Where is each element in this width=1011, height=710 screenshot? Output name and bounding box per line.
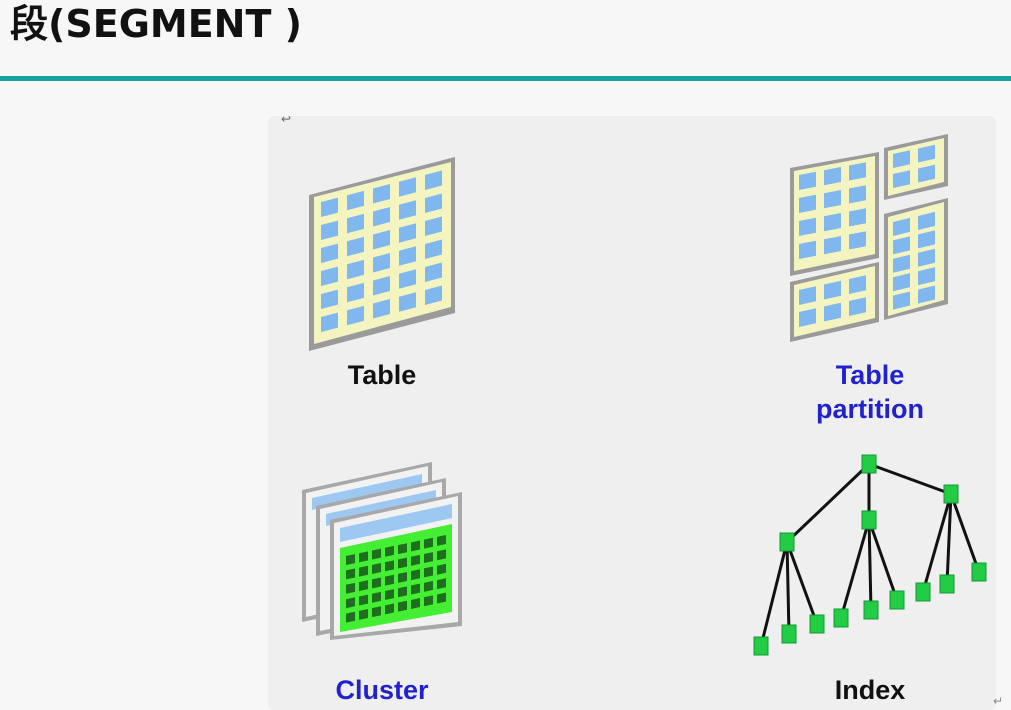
index-tree-node [863, 600, 879, 620]
cluster-icon [302, 462, 462, 640]
index-tree-node [889, 590, 905, 610]
slide-title: 段(SEGMENT ) [10, 2, 302, 46]
index-tree-node [915, 582, 931, 602]
index-label: Index [834, 675, 906, 705]
table-partition-icon [790, 134, 948, 342]
index-tree-node [861, 510, 877, 530]
text-caret-mark: ↩ [281, 112, 292, 126]
table-label: Table [347, 360, 417, 390]
index-tree-node [781, 624, 797, 644]
paragraph-mark: ↵ [993, 694, 1004, 708]
index-tree-node [779, 532, 795, 552]
index-tree-node [809, 614, 825, 634]
table-icon [309, 157, 455, 351]
cluster-label: Cluster [335, 675, 429, 705]
table-partition-label-line2: partition [816, 394, 924, 424]
title-underline [0, 76, 1011, 81]
index-tree-node [861, 454, 877, 474]
index-tree-node [833, 608, 849, 628]
index-tree-node [753, 636, 769, 656]
index-tree-node [971, 562, 987, 582]
index-tree-icon [753, 454, 987, 656]
index-tree-node [939, 574, 955, 594]
table-partition-label-line1: Table [835, 360, 905, 390]
index-tree-node [943, 484, 959, 504]
